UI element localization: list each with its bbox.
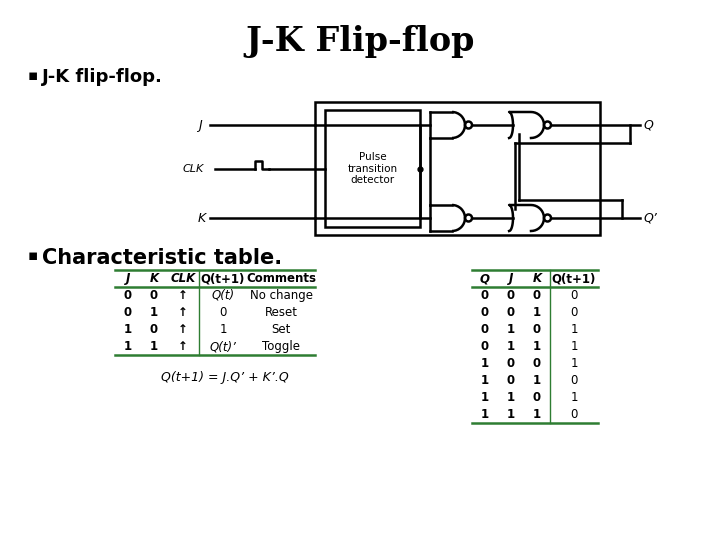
Text: K: K <box>150 272 158 285</box>
Text: 1: 1 <box>507 391 515 404</box>
Text: 1: 1 <box>533 408 541 421</box>
Text: 0: 0 <box>481 323 489 336</box>
Text: Toggle: Toggle <box>262 340 300 353</box>
Text: 1: 1 <box>533 306 541 319</box>
Text: 0: 0 <box>533 289 541 302</box>
Text: 1: 1 <box>570 391 577 404</box>
Text: Q(t+1): Q(t+1) <box>201 272 246 285</box>
Text: 0: 0 <box>124 306 132 319</box>
Text: ▪: ▪ <box>28 68 38 83</box>
Text: K: K <box>198 212 206 225</box>
Text: Pulse
transition
detector: Pulse transition detector <box>348 152 397 185</box>
Text: Set: Set <box>271 323 291 336</box>
Text: Q(t): Q(t) <box>212 289 235 302</box>
Text: 0: 0 <box>533 323 541 336</box>
Text: 1: 1 <box>481 357 489 370</box>
Text: ▪: ▪ <box>28 248 38 263</box>
Text: 0: 0 <box>570 408 577 421</box>
Text: 0: 0 <box>220 306 227 319</box>
Text: Q: Q <box>643 118 653 132</box>
Text: 0: 0 <box>570 289 577 302</box>
Text: ↑: ↑ <box>178 306 188 319</box>
Text: 0: 0 <box>124 289 132 302</box>
Text: J: J <box>198 118 202 132</box>
Text: CLK: CLK <box>171 272 196 285</box>
Text: 1: 1 <box>533 374 541 387</box>
Text: 1: 1 <box>481 374 489 387</box>
Text: ↑: ↑ <box>178 289 188 302</box>
Text: 1: 1 <box>507 323 515 336</box>
Text: Q(t)’: Q(t)’ <box>210 340 236 353</box>
Text: 1: 1 <box>481 391 489 404</box>
Text: 0: 0 <box>150 289 158 302</box>
Text: Reset: Reset <box>264 306 297 319</box>
Text: 0: 0 <box>507 357 515 370</box>
Text: 1: 1 <box>124 323 132 336</box>
Text: 0: 0 <box>481 289 489 302</box>
Text: J: J <box>509 272 513 285</box>
Text: 0: 0 <box>507 374 515 387</box>
Text: Q(t+1) = J.Q’ + K’.Q: Q(t+1) = J.Q’ + K’.Q <box>161 371 289 384</box>
Text: 1: 1 <box>150 340 158 353</box>
Text: 1: 1 <box>124 340 132 353</box>
Text: Characteristic table.: Characteristic table. <box>42 248 282 268</box>
Text: 1: 1 <box>570 340 577 353</box>
Text: K: K <box>532 272 541 285</box>
Bar <box>325 110 420 227</box>
Text: 1: 1 <box>150 306 158 319</box>
Text: 0: 0 <box>481 340 489 353</box>
Text: Q(t+1): Q(t+1) <box>552 272 596 285</box>
Text: ↑: ↑ <box>178 323 188 336</box>
Text: 1: 1 <box>570 323 577 336</box>
Text: 1: 1 <box>533 340 541 353</box>
Text: 1: 1 <box>507 340 515 353</box>
Text: 0: 0 <box>507 306 515 319</box>
Text: 1: 1 <box>220 323 227 336</box>
Text: ↑: ↑ <box>178 340 188 353</box>
Text: J: J <box>126 272 130 285</box>
Text: 1: 1 <box>507 408 515 421</box>
Text: 0: 0 <box>533 357 541 370</box>
Text: J-K Flip-flop: J-K Flip-flop <box>246 25 474 58</box>
Text: J-K flip-flop.: J-K flip-flop. <box>42 68 163 86</box>
Text: 0: 0 <box>570 374 577 387</box>
Text: 0: 0 <box>481 306 489 319</box>
Bar <box>315 102 600 235</box>
Text: 1: 1 <box>570 357 577 370</box>
Text: Comments: Comments <box>246 272 316 285</box>
Text: Q: Q <box>480 272 490 285</box>
Text: No change: No change <box>250 289 312 302</box>
Text: 0: 0 <box>150 323 158 336</box>
Text: 0: 0 <box>507 289 515 302</box>
Text: CLK: CLK <box>183 164 204 174</box>
Text: 1: 1 <box>481 408 489 421</box>
Text: Q’: Q’ <box>643 212 657 225</box>
Text: 0: 0 <box>570 306 577 319</box>
Text: 0: 0 <box>533 391 541 404</box>
